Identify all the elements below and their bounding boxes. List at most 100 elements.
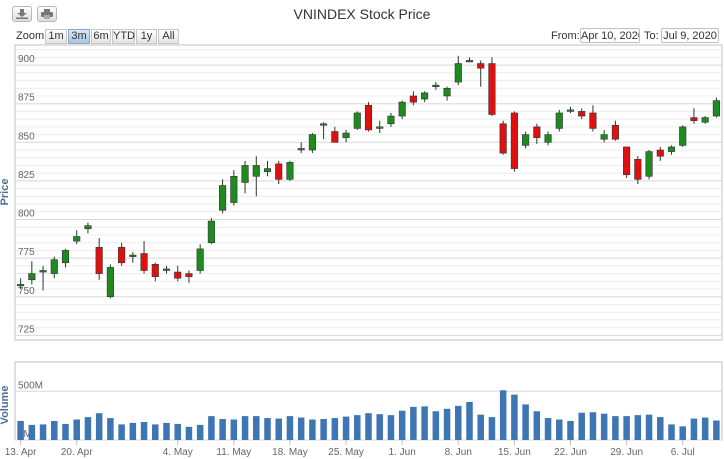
volume-bar — [129, 422, 137, 440]
volume-bar — [623, 416, 630, 440]
candle-down — [477, 63, 485, 69]
volume-bar — [589, 412, 597, 440]
volume-bar — [567, 420, 574, 440]
zoom-label: Zoom — [16, 30, 45, 42]
zoom-button-6m[interactable]: 6m — [91, 29, 111, 44]
candle-up — [196, 248, 204, 271]
candle-up — [308, 134, 316, 151]
volume-bar — [522, 404, 529, 440]
download-icon — [16, 9, 28, 19]
volume-bar — [668, 424, 675, 440]
volume-axis-title: Volume — [0, 386, 11, 425]
candle-up — [544, 134, 552, 143]
candle-up — [320, 123, 328, 126]
volume-bar — [365, 413, 372, 440]
volume-bar — [713, 420, 720, 440]
volume-bar — [600, 413, 608, 440]
x-tick-label: 22. Jun — [554, 447, 587, 458]
volume-bar — [387, 415, 395, 440]
volume-bar — [477, 414, 484, 440]
volume-bar — [73, 419, 80, 440]
volume-bar — [499, 390, 507, 440]
volume-bar — [163, 422, 170, 440]
volume-bar — [152, 424, 159, 440]
volume-bar — [208, 416, 215, 440]
candle-up — [252, 165, 260, 177]
price-tick-label: 825 — [18, 170, 35, 181]
x-tick-label: 29. Jun — [610, 447, 643, 458]
candle-up — [522, 134, 530, 146]
volume-bar — [253, 416, 260, 440]
candle-down — [331, 131, 339, 143]
zoom-button-all[interactable]: All — [158, 29, 179, 44]
volume-bar — [196, 424, 204, 440]
zoom-button-ytd[interactable]: YTD — [112, 29, 135, 44]
candle-down — [95, 247, 103, 274]
price-tick-label: 875 — [18, 93, 35, 104]
volume-bar — [578, 412, 585, 440]
volume-bar — [241, 416, 249, 440]
volume-bar — [679, 426, 686, 440]
zoom-button-1y[interactable]: 1y — [136, 29, 157, 44]
candle-up — [297, 148, 305, 151]
candle-up — [376, 126, 384, 129]
volume-bar — [62, 423, 69, 440]
volume-bar — [612, 416, 619, 440]
candle-down — [611, 125, 619, 140]
candle-up — [342, 132, 350, 138]
candle-up — [667, 146, 676, 152]
price-tick-label: 725 — [18, 324, 35, 335]
candle-up — [398, 101, 406, 117]
candle-up — [712, 100, 720, 117]
volume-bar — [219, 419, 226, 440]
volume-bar — [230, 419, 238, 440]
volume-bar — [488, 417, 496, 440]
candle-up — [701, 117, 709, 123]
zoom-button-3m[interactable]: 3m — [68, 29, 90, 44]
candle-up — [432, 84, 440, 88]
volume-bar — [28, 424, 36, 440]
volume-bar — [286, 416, 294, 440]
candle-down — [174, 271, 182, 279]
download-button[interactable] — [12, 6, 32, 22]
x-tick-label: 20. Apr — [61, 447, 93, 458]
candle-up — [465, 60, 474, 63]
x-tick-label: 18. May — [272, 447, 308, 458]
candle-down — [656, 149, 664, 157]
volume-bar — [455, 405, 462, 440]
volume-bar — [690, 418, 698, 440]
zoom-button-1m[interactable]: 1m — [45, 29, 67, 44]
candle-down — [533, 126, 541, 138]
to-label: To: — [644, 30, 659, 42]
x-tick-label: 11. May — [216, 447, 251, 458]
from-date-input[interactable] — [580, 28, 640, 43]
x-tick-label: 8. Jun — [445, 447, 472, 458]
candle-down — [185, 273, 193, 277]
to-date-input[interactable] — [661, 28, 719, 43]
candle-up — [50, 259, 58, 274]
price-tick-label: 775 — [18, 247, 35, 258]
candle-up — [443, 87, 451, 97]
candle-up — [679, 126, 687, 146]
volume-bar — [297, 417, 305, 440]
volume-tick-label: 500M — [18, 380, 43, 391]
candle-up — [645, 151, 653, 177]
volume-bar — [51, 420, 58, 440]
candle-down — [140, 253, 148, 271]
volume-bar — [556, 419, 563, 440]
print-button[interactable] — [37, 6, 57, 22]
price-tick-label: 750 — [18, 286, 35, 297]
candle-up — [454, 63, 462, 83]
volume-bar — [701, 417, 709, 440]
candle-up — [387, 115, 395, 125]
candle-down — [488, 63, 496, 115]
volume-bar — [185, 426, 193, 440]
volume-bar — [264, 418, 271, 440]
volume-bar — [410, 406, 417, 440]
candle-up — [106, 267, 114, 298]
volume-bar — [657, 417, 664, 440]
volume-bar — [95, 413, 103, 440]
candle-up — [17, 284, 25, 287]
candle-down — [623, 146, 631, 176]
